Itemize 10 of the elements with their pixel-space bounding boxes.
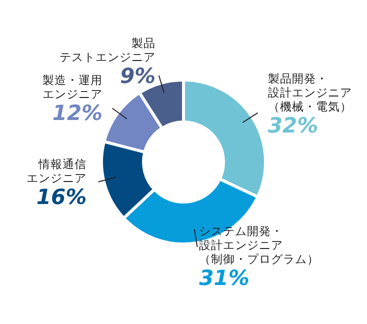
slice-label: 製造・運用エンジニア [42,73,103,102]
slice-label: 製品テストエンジニア [60,36,156,64]
slice-label: 製品開発・設計エンジニア（機械・電気） [268,71,352,114]
data-label: 9% [120,64,156,88]
slice-label: 情報通信エンジニア [26,156,87,185]
slice-label: システム開発・設計エンジニア（制御・プログラム） [199,224,320,266]
data-label: 32% [268,113,318,138]
data-label: 31% [199,266,250,290]
data-label: 12% [52,101,103,126]
data-label: 16% [36,184,87,209]
